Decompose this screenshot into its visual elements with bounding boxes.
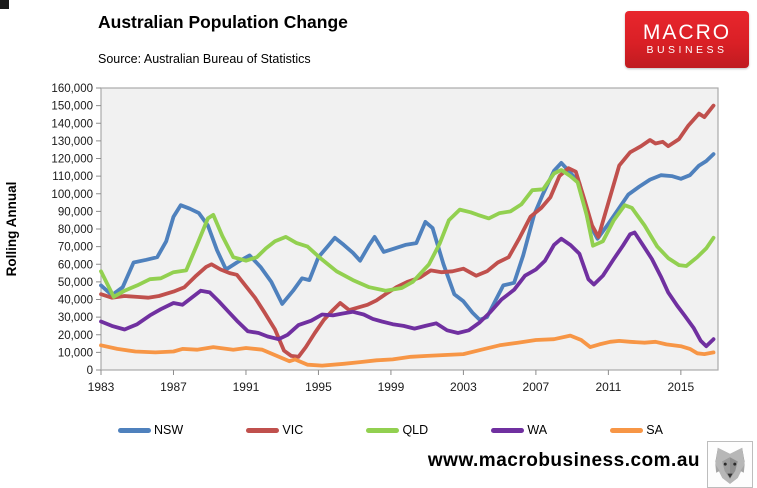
wolf-logo	[707, 441, 753, 488]
legend-label-vic: VIC	[282, 423, 304, 437]
x-axis-tick-label: 2015	[668, 380, 695, 394]
macrobusiness-logo: MACRO BUSINESS	[625, 11, 749, 68]
y-axis-tick-label: 100,000	[51, 189, 93, 201]
legend-swatch-wa	[491, 427, 525, 433]
legend-item-nsw: NSW	[118, 423, 183, 437]
y-axis-tick-label: 70,000	[58, 242, 93, 254]
y-axis-title: Rolling Annual	[4, 182, 19, 277]
x-axis-tick-label: 2011	[595, 380, 621, 394]
legend-item-vic: VIC	[246, 423, 303, 437]
chart-title: Australian Population Change	[98, 12, 348, 32]
x-axis-tick-label: 2007	[523, 380, 550, 394]
chart-legend: NSW VIC QLD WA SA	[118, 423, 663, 437]
legend-swatch-sa	[610, 427, 644, 433]
legend-label-nsw: NSW	[154, 423, 184, 437]
x-axis-tick-label: 1983	[88, 380, 115, 394]
x-axis-tick-label: 1999	[378, 380, 405, 394]
website-watermark: www.macrobusiness.com.au	[427, 450, 700, 471]
y-axis-tick-label: 160,000	[51, 83, 93, 95]
y-axis-tick-label: 90,000	[58, 206, 93, 218]
wolf-icon	[715, 447, 745, 484]
legend-item-sa: SA	[610, 423, 663, 437]
y-axis-tick-label: 140,000	[51, 118, 93, 130]
y-axis-tick-label: 0	[87, 365, 93, 377]
y-axis-tick-label: 50,000	[58, 277, 93, 289]
series-line-wa	[99, 230, 716, 349]
y-axis-tick-label: 60,000	[58, 259, 93, 271]
logo-text-business: BUSINESS	[646, 44, 728, 56]
legend-label-qld: QLD	[402, 423, 429, 437]
y-axis-tick-label: 10,000	[58, 347, 93, 359]
chart-source: Source: Australian Bureau of Statistics	[98, 52, 311, 66]
y-axis-tick-label: 130,000	[51, 136, 93, 148]
x-axis-tick-label: 2003	[450, 380, 477, 394]
y-axis-tick-label: 120,000	[51, 154, 93, 166]
y-axis-tick-label: 20,000	[58, 330, 93, 342]
legend-label-wa: WA	[527, 423, 548, 437]
corner-mark	[0, 0, 9, 9]
population-line-chart: 0 10,000 20,000 30,000 40,000 50,000 60,000 70,…	[4, 83, 719, 394]
logo-text-macro: MACRO	[642, 21, 732, 44]
legend-swatch-vic	[246, 427, 280, 433]
y-axis-tick-label: 30,000	[58, 312, 93, 324]
x-axis-tick-label: 1987	[160, 380, 187, 394]
y-axis-tick-label: 150,000	[51, 101, 93, 113]
y-axis-tick-label: 40,000	[58, 295, 93, 307]
legend-item-qld: QLD	[366, 423, 428, 437]
series-line-qld	[99, 168, 716, 299]
series-line-vic	[99, 103, 716, 359]
x-axis-tick-label: 1995	[305, 380, 332, 394]
x-axis-tick-label: 1991	[233, 380, 260, 394]
series-line-sa	[99, 333, 716, 368]
y-axis-tick-label: 110,000	[52, 171, 93, 183]
legend-swatch-nsw	[118, 427, 151, 433]
legend-label-sa: SA	[646, 423, 663, 437]
legend-swatch-qld	[366, 427, 400, 433]
legend-item-wa: WA	[491, 423, 547, 437]
y-axis-tick-label: 80,000	[58, 224, 93, 236]
